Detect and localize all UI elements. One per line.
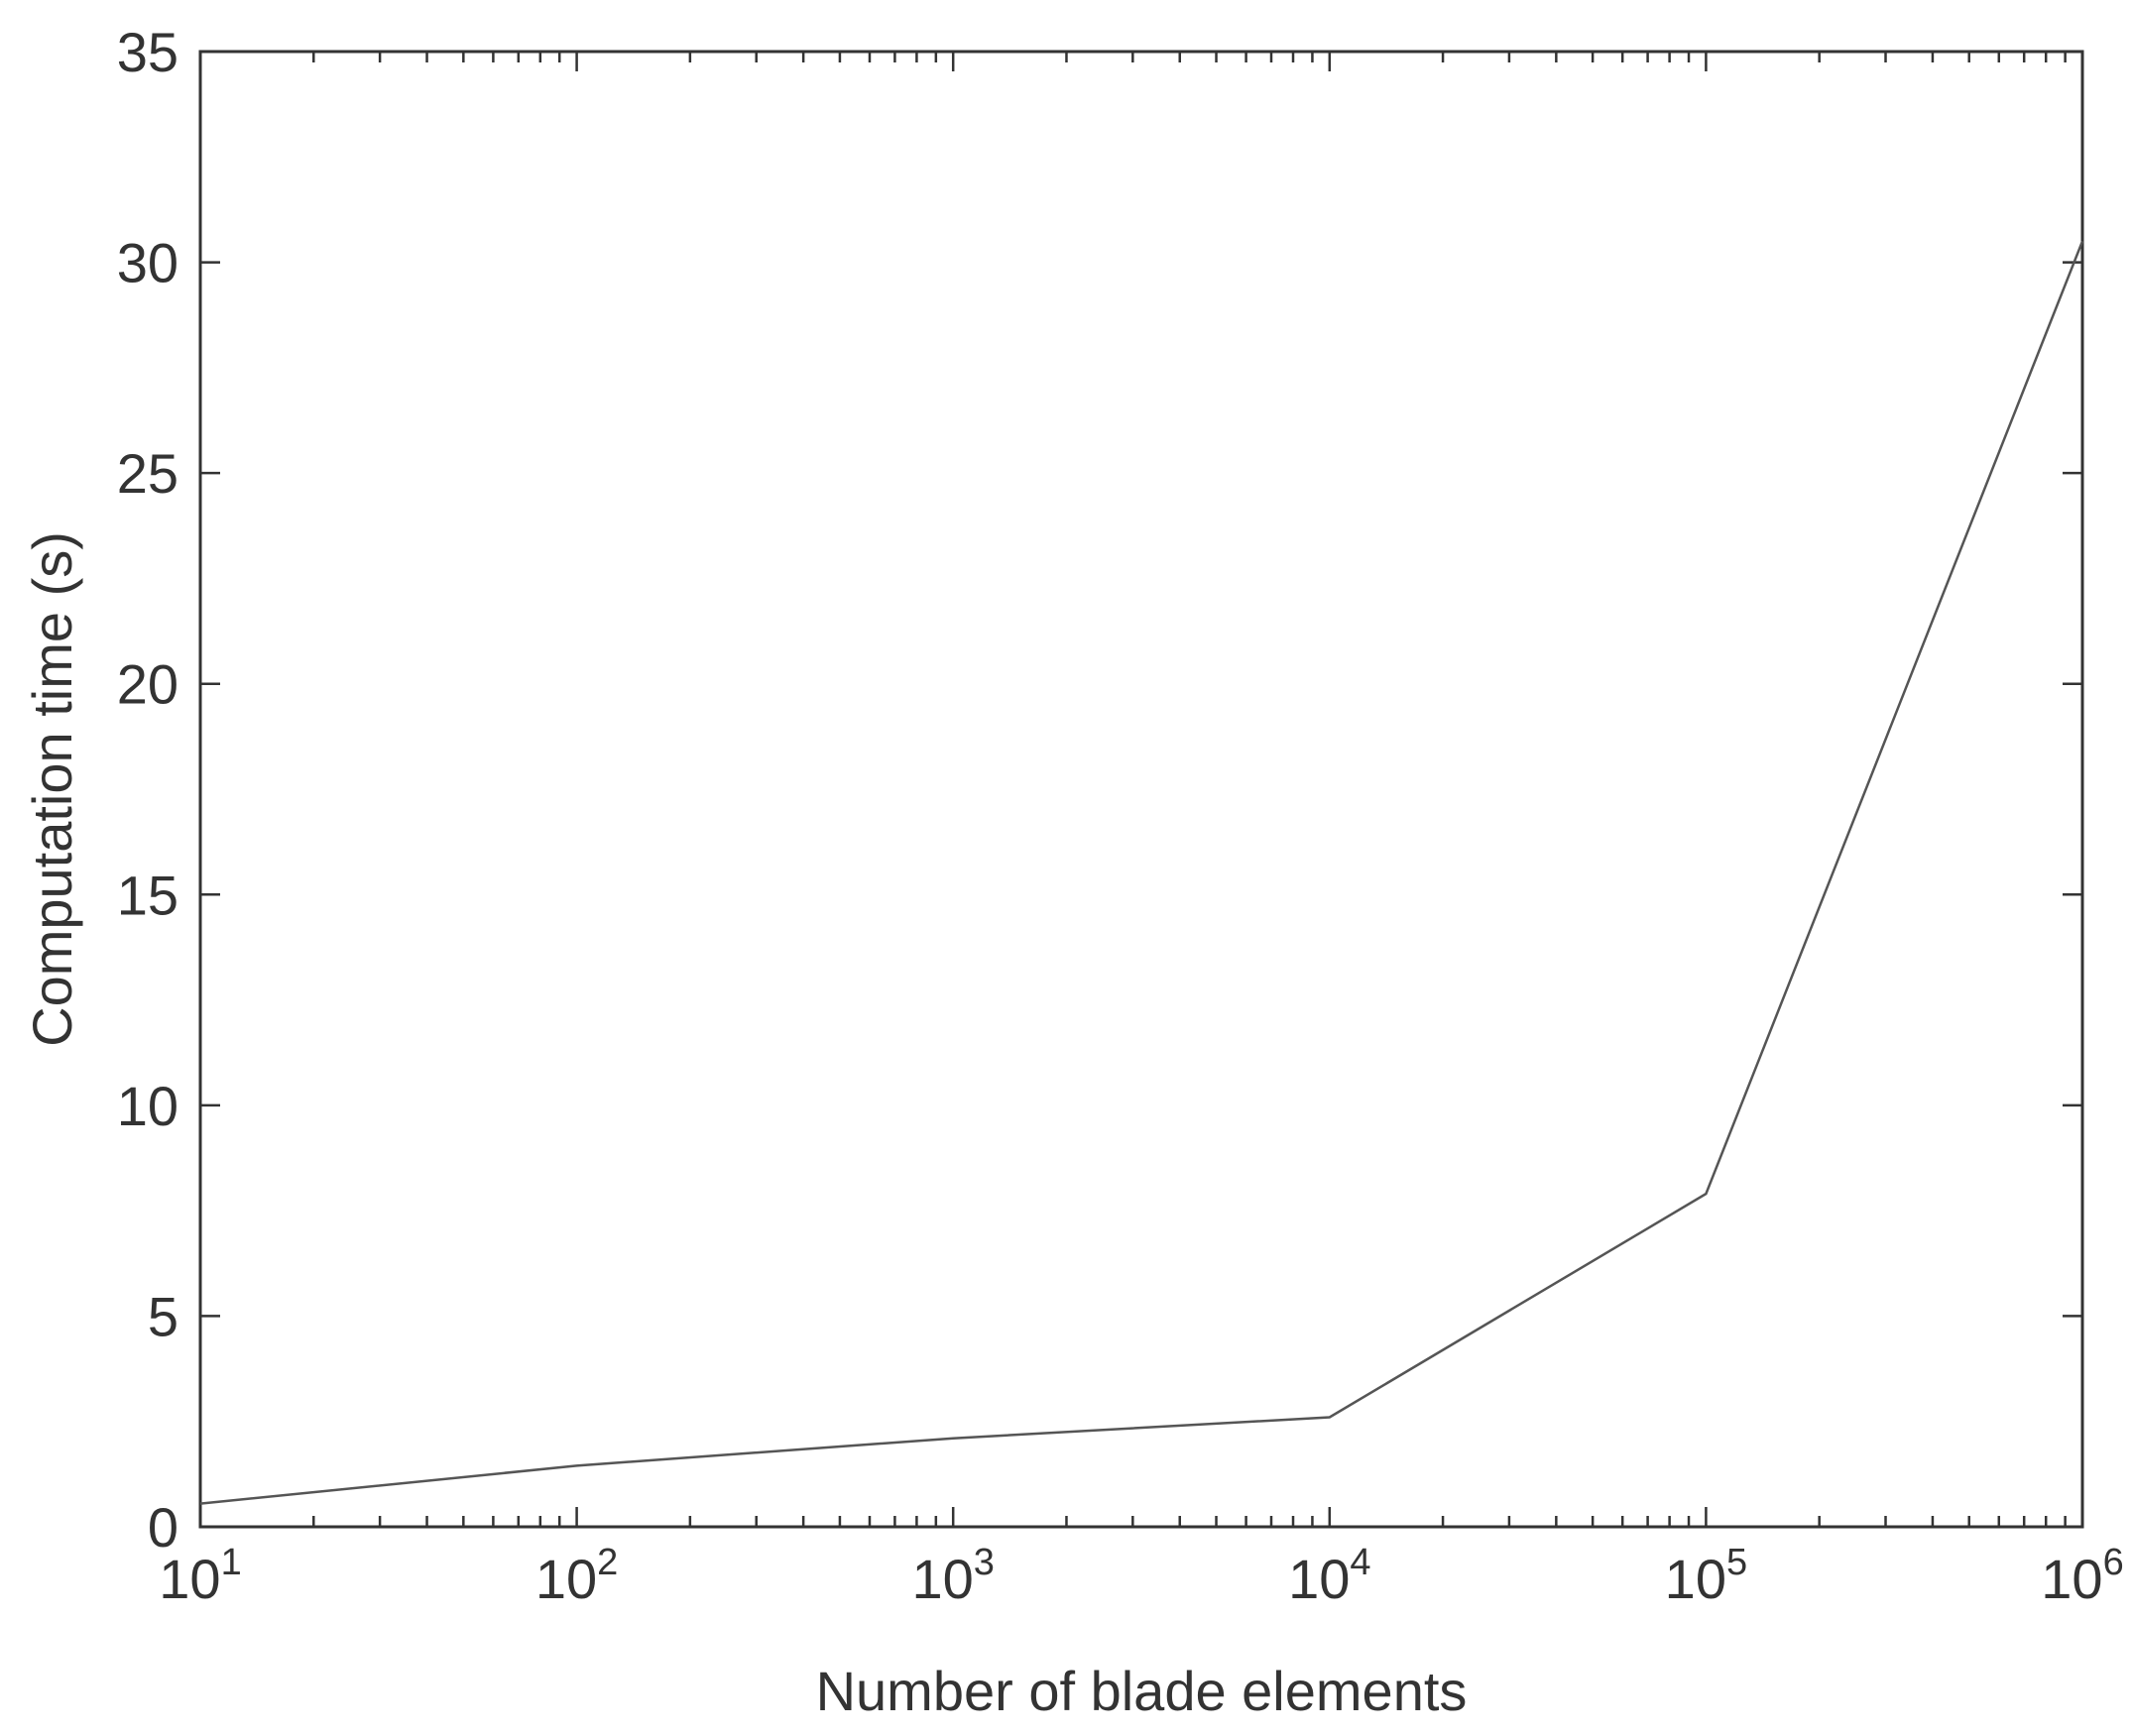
x-tick-label: 105 — [1665, 1542, 1747, 1610]
x-tick-label: 101 — [159, 1542, 241, 1610]
x-tick-label: 104 — [1288, 1542, 1370, 1610]
y-tick-label: 35 — [117, 21, 178, 83]
y-tick-label: 10 — [117, 1075, 178, 1137]
series-line — [199, 240, 2084, 1505]
y-tick-label: 20 — [117, 653, 178, 716]
y-tick-label: 25 — [117, 442, 178, 505]
x-axis-title: Number of blade elements — [816, 1660, 1468, 1722]
y-tick-labels: 0 5 10 15 20 25 30 35 — [117, 21, 178, 1559]
y-tick-label: 0 — [148, 1496, 178, 1559]
x-tick-labels: 101 102 103 104 105 106 — [159, 1542, 2123, 1610]
x-tick-label: 103 — [911, 1542, 994, 1610]
y-axis-title: Computation time (s) — [21, 531, 83, 1047]
x-tick-label: 102 — [535, 1542, 618, 1610]
y-tick-label: 15 — [117, 864, 178, 926]
plot-area — [198, 50, 2084, 1529]
axis-ticks — [198, 50, 2084, 1529]
x-tick-label: 106 — [2041, 1542, 2123, 1610]
y-tick-label: 30 — [117, 232, 178, 294]
y-tick-label: 5 — [148, 1285, 178, 1347]
